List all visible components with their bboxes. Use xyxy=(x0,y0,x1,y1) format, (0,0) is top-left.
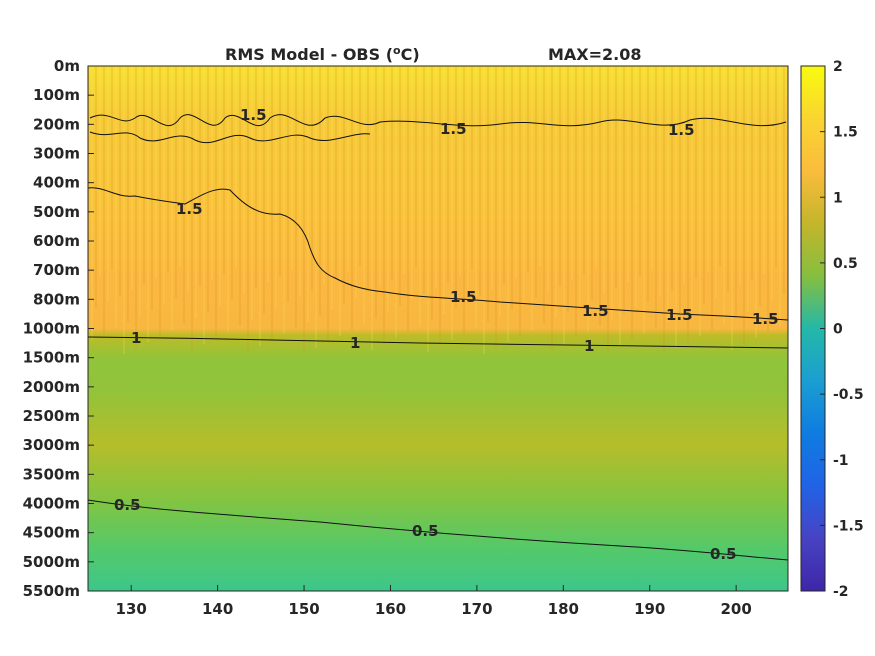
contour-label-1-0: 1 xyxy=(131,329,141,347)
colorbar-tick-label: 1 xyxy=(833,190,843,206)
y-tick-label: 5500m xyxy=(23,582,80,600)
y-tick-label: 1500m xyxy=(23,349,80,367)
y-tick-label: 800m xyxy=(33,290,80,308)
chart-max-label: MAX=2.08 xyxy=(548,45,642,64)
contour-label-1-5: 1.5 xyxy=(582,302,609,320)
colorbar-tick-label: 0.5 xyxy=(833,256,858,272)
x-axis: 130 140 150 160 170 180 190 200 xyxy=(116,585,752,618)
contour-label-1-5: 1.5 xyxy=(752,310,779,328)
contour-label-1-5: 1.5 xyxy=(440,120,467,138)
x-tick-label: 130 xyxy=(116,600,147,618)
colorbar-tick-label: -1.5 xyxy=(833,518,864,534)
contour-label-0-5: 0.5 xyxy=(412,522,439,540)
y-tick-label: 400m xyxy=(33,174,80,192)
x-tick-label: 190 xyxy=(634,600,665,618)
x-tick-label: 170 xyxy=(461,600,492,618)
y-tick-label: 100m xyxy=(33,86,80,104)
contour-1-5-upper xyxy=(89,114,787,127)
title-left: RMS Model - OBS ( xyxy=(225,45,393,64)
contour-label-1-0: 1 xyxy=(584,337,594,355)
y-tick-label: 700m xyxy=(33,261,80,279)
colorbar-tick-label: 0 xyxy=(833,322,843,338)
contour-label-1-5: 1.5 xyxy=(668,121,695,139)
heatmap-field xyxy=(88,66,788,591)
contour-label-1-5: 1.5 xyxy=(240,106,267,124)
y-tick-label: 600m xyxy=(33,232,80,250)
y-tick-label: 500m xyxy=(33,203,80,221)
y-tick-label: 0m xyxy=(54,57,80,75)
colorbar-tick-label: 2 xyxy=(833,59,843,75)
y-tick-label: 1000m xyxy=(23,320,80,338)
title-unit-sup: o xyxy=(393,44,401,57)
x-tick-label: 200 xyxy=(720,600,751,618)
contour-label-0-5: 0.5 xyxy=(710,545,737,563)
x-tick-label: 150 xyxy=(288,600,319,618)
heatmap-background xyxy=(88,66,788,591)
y-tick-label: 200m xyxy=(33,115,80,133)
x-tick-label: 180 xyxy=(548,600,579,618)
y-tick-label: 5000m xyxy=(23,553,80,571)
y-tick-label: 2500m xyxy=(23,407,80,425)
y-tick-label: 3000m xyxy=(23,436,80,454)
y-tick-label: 3500m xyxy=(23,465,80,483)
y-tick-label: 2000m xyxy=(23,378,80,396)
y-axis: 0m 100m 200m 300m 400m 500m 600m 700m 800m 1000m 1… xyxy=(23,57,94,600)
contour-lines xyxy=(88,114,788,561)
contour-1-5-mid xyxy=(88,187,788,321)
contour-1-5-upper-b xyxy=(89,131,371,144)
contour-label-1-5: 1.5 xyxy=(666,306,693,324)
y-tick-label: 4500m xyxy=(23,524,80,542)
stripe-texture xyxy=(88,66,785,354)
contour-0-5 xyxy=(88,499,788,561)
contour-label-1-0: 1 xyxy=(350,334,360,352)
x-tick-label: 140 xyxy=(202,600,233,618)
colorbar-tick-label: -2 xyxy=(833,584,849,600)
colorbar-tick-label: 1.5 xyxy=(833,125,858,141)
title-unit-end: C) xyxy=(401,45,420,64)
contour-label-1-5: 1.5 xyxy=(176,200,203,218)
y-tick-label: 300m xyxy=(33,145,80,163)
contour-labels: 1.5 1.5 1.5 1.5 1.5 1.5 1.5 1.5 1 1 1 0.… xyxy=(114,106,779,563)
colorbar-axis: 2 1.5 1 0.5 0 -0.5 -1 -1.5 -2 xyxy=(820,59,864,600)
x-tick-label: 160 xyxy=(375,600,406,618)
chart-title: RMS Model - OBS (oC) xyxy=(225,44,420,64)
colorbar-tick-label: -1 xyxy=(833,453,849,469)
y-tick-label: 4000m xyxy=(23,495,80,513)
contour-label-1-5: 1.5 xyxy=(450,288,477,306)
contour-label-0-5: 0.5 xyxy=(114,496,141,514)
colorbar-tick-label: -0.5 xyxy=(833,387,864,403)
